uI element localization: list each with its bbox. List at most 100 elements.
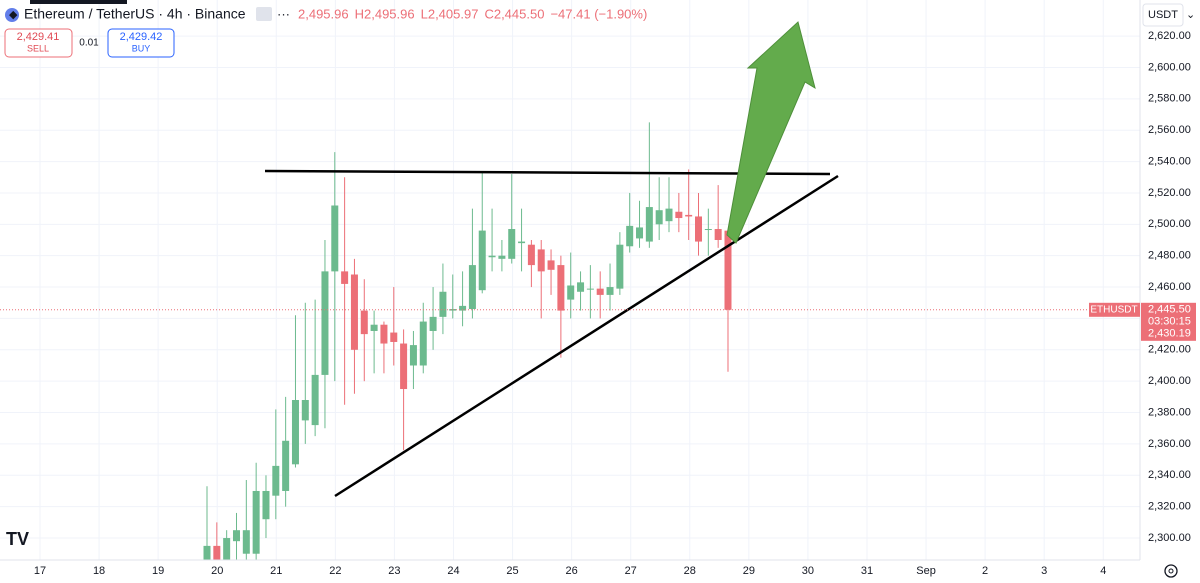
candle-body — [459, 305, 467, 311]
candle-body — [675, 211, 683, 219]
x-tick-label: 4 — [1100, 565, 1106, 577]
settings-icon-center — [1168, 568, 1174, 574]
candle-body — [252, 490, 260, 554]
buy-button[interactable] — [107, 28, 175, 58]
y-tick-label: 2,520.00 — [1148, 187, 1191, 199]
eth-glyph: ◆ — [9, 9, 18, 21]
tv-logo[interactable]: TV — [6, 529, 29, 549]
candle-body — [508, 229, 516, 259]
eye-button[interactable] — [256, 7, 272, 21]
candle-body — [616, 244, 624, 289]
sell-label[interactable]: SELL — [27, 43, 49, 53]
y-tick-label: 2,420.00 — [1148, 344, 1191, 356]
tooltip-edge — [30, 0, 127, 4]
x-tick-label: 22 — [329, 565, 341, 577]
x-tick-label: 3 — [1041, 565, 1047, 577]
candle-body — [567, 285, 575, 300]
candle-body — [242, 530, 250, 554]
currency-button[interactable] — [1142, 3, 1184, 27]
resistance-line — [264, 169, 831, 176]
y-tick-label: 2,600.00 — [1148, 61, 1191, 73]
candle-body — [311, 374, 319, 426]
candle-body — [331, 205, 339, 272]
sell-price[interactable]: 2,429.41 — [17, 31, 60, 43]
buy-price[interactable]: 2,429.42 — [120, 31, 163, 43]
x-tick-label: 17 — [34, 565, 46, 577]
x-tick-label: 29 — [743, 565, 755, 577]
candle-body — [665, 208, 673, 222]
candle-body — [439, 291, 447, 317]
x-tick-label: 20 — [211, 565, 223, 577]
y-tick-label: 2,580.00 — [1148, 93, 1191, 105]
currency[interactable]: USDT — [1148, 9, 1178, 21]
candle-body — [577, 282, 585, 292]
candle-body — [262, 490, 270, 520]
candle-body — [390, 332, 398, 342]
candle-body — [547, 260, 555, 270]
y-tick-label: 2,620.00 — [1148, 30, 1191, 42]
candle-body — [232, 530, 240, 542]
support-line — [334, 174, 839, 498]
countdown: 03:30:15 — [1148, 316, 1191, 328]
more-button[interactable]: ··· — [277, 6, 290, 21]
x-tick-label: 24 — [447, 565, 459, 577]
x-tick-label: 27 — [625, 565, 637, 577]
sell-button[interactable] — [4, 28, 73, 58]
eth-logo — [5, 8, 19, 22]
candle-body — [645, 207, 653, 242]
candle-body — [360, 310, 368, 335]
y-tick-label: 2,460.00 — [1148, 281, 1191, 293]
y-tick-label: 2,400.00 — [1148, 375, 1191, 387]
candle-body — [419, 321, 427, 366]
buy-label[interactable]: BUY — [132, 43, 151, 53]
candle-body — [213, 545, 221, 560]
candles — [203, 122, 732, 560]
settings-icon[interactable] — [1164, 564, 1178, 578]
candle-body — [724, 230, 732, 310]
candle-body — [429, 316, 437, 331]
x-tick-label: 31 — [861, 565, 873, 577]
candle-body — [527, 244, 535, 266]
breakout-arrow — [726, 21, 816, 244]
ohlc-value: C2,445.50 — [484, 6, 544, 21]
x-tick-label: 26 — [566, 565, 578, 577]
candle-body — [586, 288, 594, 290]
candle-body — [498, 255, 506, 259]
price-axis — [1140, 0, 1200, 583]
symbol-tag: ETHUSDT — [1090, 304, 1137, 315]
candle-body — [537, 249, 545, 272]
currency-caret: ⌄ — [1186, 9, 1195, 21]
candle-body — [341, 271, 349, 284]
ohlc-value: L2,405.97 — [421, 6, 479, 21]
candle-body — [291, 400, 299, 465]
candle-body — [557, 265, 565, 311]
candle-body — [478, 230, 486, 291]
x-tick-label: 19 — [152, 565, 164, 577]
candle-body — [488, 255, 496, 258]
lot-size: 0.01 — [79, 38, 99, 49]
candle-body — [409, 345, 417, 366]
y-tick-label: 2,300.00 — [1148, 532, 1191, 544]
ohlc-header: 2,495.96 H2,495.96 L2,405.97 C2,445.50 −47.4… — [298, 6, 647, 21]
x-axis: 17 18 19 20 21 22 23 24 25 26 27 28 29 30 31 Sep 2 3 4 — [34, 565, 1106, 577]
candle-body — [282, 440, 290, 491]
y-tick-label: 2,380.00 — [1148, 406, 1191, 418]
x-tick-label: 30 — [802, 565, 814, 577]
y-tick-label: 2,340.00 — [1148, 469, 1191, 481]
ohlc-value: −47.41 (−1.90%) — [550, 6, 647, 21]
x-tick-label: 28 — [684, 565, 696, 577]
candle-body — [606, 287, 614, 295]
candle-body — [695, 216, 702, 242]
bid-price-tag: 2,430.19 — [1148, 328, 1191, 340]
symbol-tag-bg — [1089, 302, 1140, 317]
y-tick-label: 2,540.00 — [1148, 155, 1191, 167]
candle-body — [203, 545, 211, 560]
candle-body — [370, 324, 378, 331]
candle-body — [596, 288, 604, 295]
candle-body — [350, 274, 358, 350]
y-tick-label: 2,560.00 — [1148, 124, 1191, 136]
candle-body — [400, 343, 408, 390]
y-tick-label: 2,320.00 — [1148, 501, 1191, 513]
candle-body — [655, 210, 663, 225]
